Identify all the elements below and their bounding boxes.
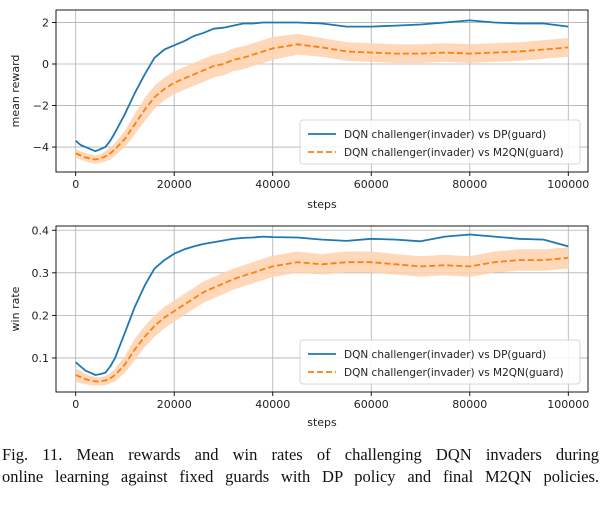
x-axis-label: steps [307,198,337,211]
mean-reward-panel: 0 20000 40000 60000 80000 100000 −4 −2 0 2 steps me… [9,9,589,211]
legend-entry-label: DQN challenger(invader) vs DP(guard) [344,349,546,361]
series-line-solid [75,233,569,376]
y-tick-label: 0.4 [32,224,50,237]
series-line-dashed [75,257,569,383]
x-tick-label: 100000 [547,398,589,411]
y-tick-label: 0 [42,58,49,71]
x-tick-label: 0 [72,398,79,411]
x-tick-label: 0 [72,178,79,191]
plot-frame [55,225,589,393]
series-line-solid [75,19,569,153]
y-tick-label: 0.2 [32,309,50,322]
y-tick-label: 0.1 [32,352,50,365]
x-tick-label: 80000 [452,178,487,191]
caption-line-2: online learning against fixed guards wit… [2,467,599,486]
x-tick-label: 60000 [354,178,389,191]
figure-caption: Fig. 11. Mean rewards and win rates of c… [0,444,601,504]
x-tick-label: 40000 [255,178,290,191]
confidence-band [75,247,569,386]
legend-box [299,339,581,385]
legend-entry-label: DQN challenger(invader) vs M2QN(guard) [344,147,564,159]
caption-line-1: Fig. 11. Mean rewards and win rates of c… [2,445,599,464]
x-tick-label: 100000 [547,178,589,191]
legend-entry-label: DQN challenger(invader) vs DP(guard) [344,129,546,141]
confidence-band [75,33,569,164]
y-axis-label: win rate [9,286,22,331]
series-line-dashed [75,43,569,161]
x-tick-label: 20000 [157,178,192,191]
x-tick-label: 20000 [157,398,192,411]
legend-entry-label: DQN challenger(invader) vs M2QN(guard) [344,367,564,379]
legend-box [299,119,581,165]
plot-frame [55,9,589,173]
y-axis-label: mean reward [9,55,22,128]
figure: 0 20000 40000 60000 80000 100000 −4 −2 0 2 steps me… [9,9,589,429]
y-tick-label: 2 [42,16,49,29]
win-rate-panel: 0 20000 40000 60000 80000 100000 0.1 0.2 0.3 0.4 s… [9,224,589,429]
y-tick-label: −4 [33,141,49,154]
x-tick-label: 60000 [354,398,389,411]
y-tick-label: −2 [33,100,49,113]
x-axis-label: steps [307,416,337,429]
y-tick-label: 0.3 [32,267,50,280]
x-tick-label: 80000 [452,398,487,411]
x-tick-label: 40000 [255,398,290,411]
